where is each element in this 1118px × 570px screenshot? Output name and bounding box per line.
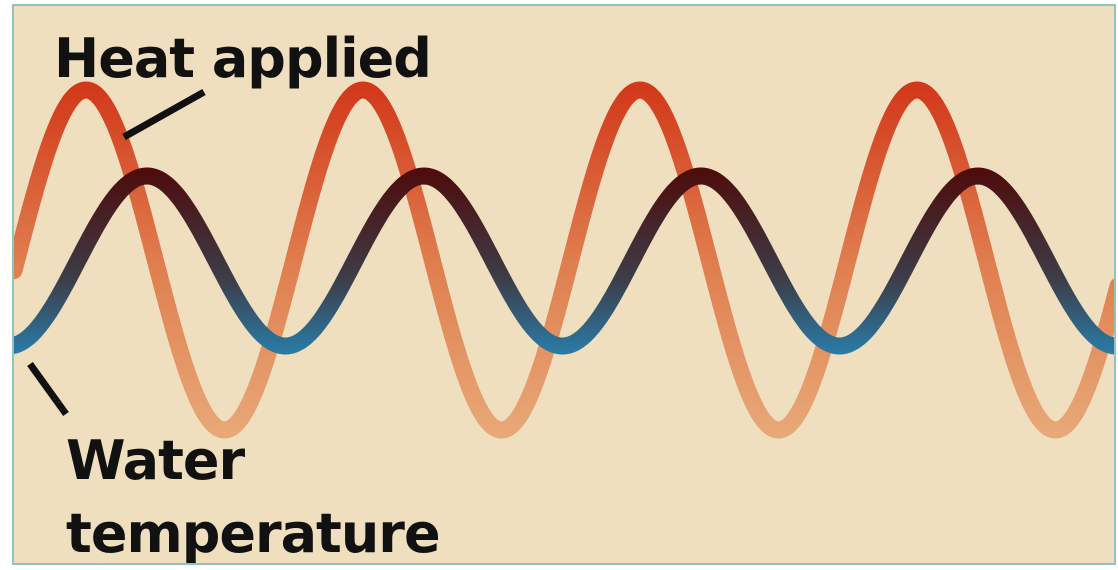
heat-applied-leader-line <box>122 88 206 141</box>
water-temperature-label-line2: temperature <box>66 502 440 565</box>
diagram-panel: Heat applied Water temperature <box>12 4 1116 565</box>
water-temperature-label-line1: Water <box>66 429 246 492</box>
heat-applied-wave <box>14 81 1114 439</box>
wave-diagram: Heat applied Water temperature <box>14 6 1114 565</box>
water-temperature-leader-line <box>27 361 69 417</box>
heat-applied-label: Heat applied <box>54 27 431 90</box>
water-temperature-wave <box>14 167 1114 355</box>
